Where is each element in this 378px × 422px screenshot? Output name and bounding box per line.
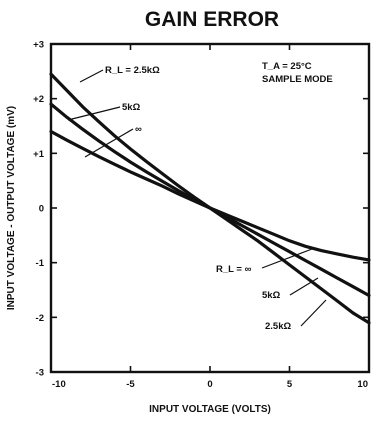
series-line-2 — [49, 129, 371, 262]
series-line-0 — [49, 72, 371, 325]
x-tick-label: 10 — [357, 379, 368, 390]
x-tick-label: -5 — [126, 379, 135, 390]
y-tick-label: +3 — [33, 40, 44, 51]
series-group — [49, 72, 371, 325]
mode-annotation: SAMPLE MODE — [262, 74, 333, 85]
y-tick-label: 0 — [39, 204, 44, 215]
x-tick-label: 5 — [287, 379, 293, 390]
series-line-1 — [49, 102, 371, 298]
series-label-5k-top: 5kΩ — [122, 102, 141, 113]
condition-annotation: T_A = 25°C — [262, 61, 312, 72]
x-axis-label: INPUT VOLTAGE (VOLTS) — [149, 404, 271, 415]
axis-ticks: -3-2-10+1+2+3-10 -5 0 5 10 — [33, 40, 370, 390]
x-tick-label: 0 — [207, 379, 212, 390]
leader-2-5k-bottom — [300, 299, 327, 327]
y-tick-label: +2 — [33, 94, 44, 105]
leader-inf-bottom — [261, 248, 313, 269]
series-label-inf-top: ∞ — [135, 124, 142, 135]
y-tick-label: +1 — [33, 149, 45, 160]
series-label-5k-bottom: 5kΩ — [262, 290, 281, 301]
series-label-2-5k-top: R_L = 2.5kΩ — [105, 65, 160, 76]
x-tick-label: -10 — [52, 379, 66, 390]
leader-5k-bottom — [289, 277, 319, 296]
leader-5k-top — [67, 106, 121, 121]
leader-2-5k-top — [79, 69, 104, 83]
chart-title: GAIN ERROR — [145, 8, 279, 31]
y-tick-label: -2 — [36, 313, 44, 324]
leader-inf-top — [84, 128, 134, 158]
series-label-2-5k-bottom: 2.5kΩ — [265, 321, 291, 332]
y-axis-label: INPUT VOLTAGE - OUTPUT VOLTAGE (mV) — [6, 106, 17, 310]
y-tick-label: -1 — [36, 258, 45, 269]
series-label-inf-bottom: R_L = ∞ — [216, 264, 252, 275]
y-tick-label: -3 — [36, 368, 44, 379]
